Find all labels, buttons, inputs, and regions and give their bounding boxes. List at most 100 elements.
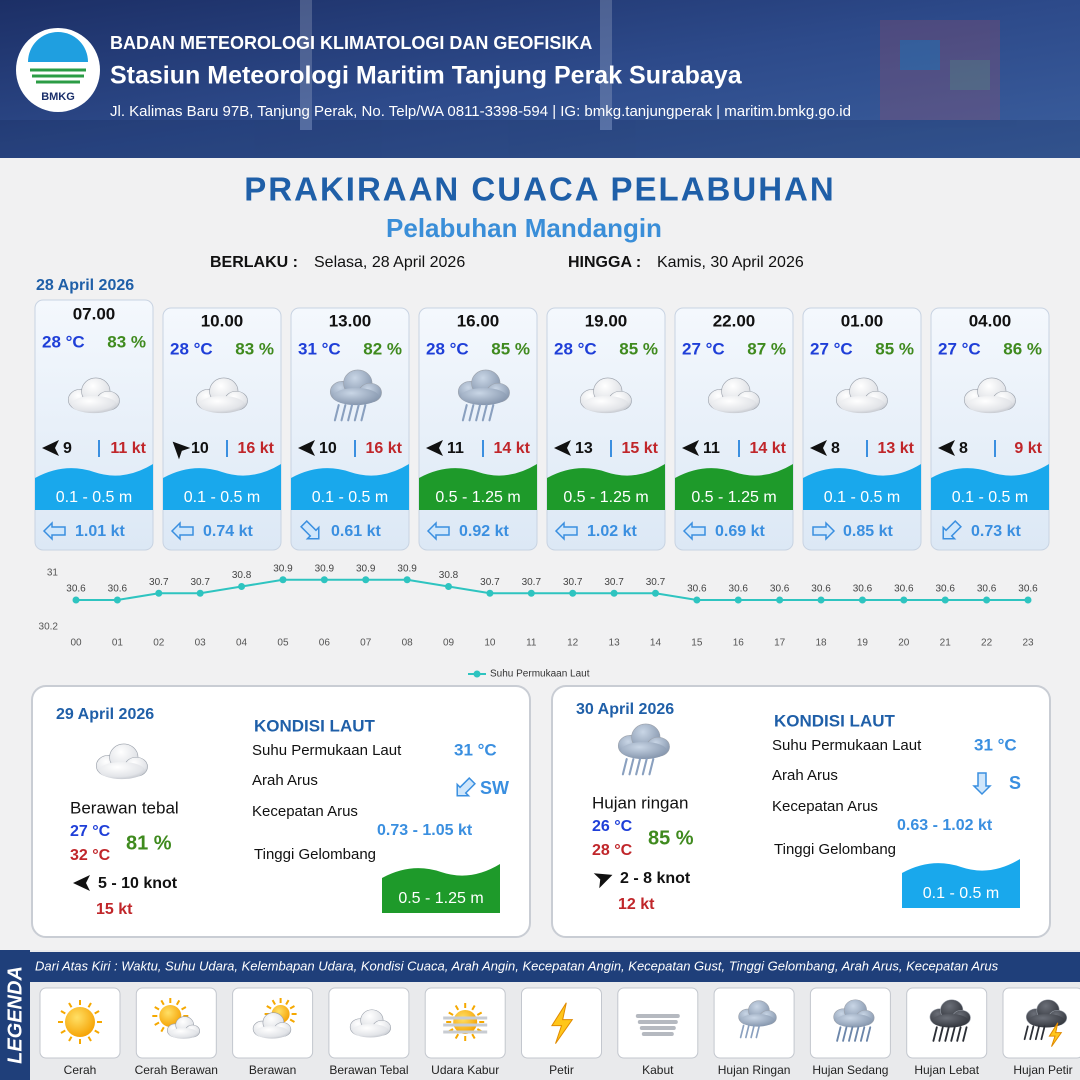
rain-drop	[865, 1026, 872, 1042]
sst-value-label: 30.6	[977, 584, 997, 595]
cloud-icon	[252, 1012, 292, 1039]
legend-item-label: Hujan Petir	[1013, 1063, 1072, 1077]
forecast-card: 01.00 27 °C 85 % 8 13 kt 0.1 - 0.5 m 0.85 kt	[802, 307, 922, 551]
sea-heading: KONDISI LAUT	[774, 711, 896, 730]
wind-speed: 8	[831, 440, 840, 457]
forecast-time: 07.00	[73, 304, 116, 323]
cloud-icon	[963, 377, 1016, 414]
current-speed-label: Kecepatan Arus	[772, 798, 878, 815]
sst-point	[858, 596, 866, 604]
x-tick-label: 17	[774, 638, 786, 649]
day-condition: Hujan ringan	[592, 793, 688, 812]
forecast-card: 19.00 28 °C 85 % 13 15 kt 0.5 - 1.25 m 1.02 kt	[546, 307, 666, 551]
cloud-part	[199, 396, 245, 414]
wave-height: 0.5 - 1.25 m	[435, 489, 520, 506]
sst-point	[403, 576, 411, 584]
legend-item-label: Hujan Lebat	[914, 1063, 979, 1077]
cloud-part	[932, 1014, 969, 1028]
valid-to-label: HINGGA :	[568, 254, 641, 271]
sst-point	[693, 596, 701, 604]
sst-point	[900, 596, 908, 604]
wave-shape	[163, 464, 281, 510]
forecast-temperature: 28 °C	[42, 332, 85, 351]
forecast-temperature: 28 °C	[426, 339, 469, 358]
sst-point	[527, 589, 535, 597]
sst-value-label: 30.6	[811, 584, 831, 595]
x-tick-label: 04	[236, 638, 248, 649]
x-tick-label: 00	[70, 638, 82, 649]
valid-from-label: BERLAKU :	[210, 254, 298, 271]
rain-drop	[745, 1024, 750, 1039]
sun-ray	[181, 1006, 187, 1011]
rain-drop	[641, 758, 648, 776]
rain-drop	[962, 1026, 968, 1042]
cloud-part	[352, 1024, 389, 1038]
wind-arrow	[938, 440, 955, 456]
rain-drop	[859, 1026, 866, 1042]
cloud-part	[839, 396, 885, 414]
sun-ray	[160, 999, 165, 1006]
rain-drop	[635, 758, 642, 776]
day-wind: 2 - 8 knot	[620, 870, 691, 887]
day-wave: 0.1 - 0.5 m	[923, 885, 999, 902]
legend-icon	[929, 999, 971, 1042]
sst-point	[362, 576, 370, 584]
forecast-card: 04.00 27 °C 86 % 8 9 kt 0.1 - 0.5 m 0.73 kt	[930, 307, 1050, 551]
x-tick-label: 12	[567, 638, 579, 649]
forecast-humidity: 83 %	[235, 339, 274, 358]
current-arrow	[942, 520, 962, 540]
legend-top-band	[0, 952, 1080, 982]
wind-arrow	[73, 875, 90, 891]
sst-value-label: 30.9	[315, 563, 335, 574]
sun-ray	[471, 1005, 476, 1011]
wave-label: Tinggi Gelombang	[774, 841, 896, 858]
forecast-card: 07.00 28 °C 83 % 9 11 kt 0.1 - 0.5 m 1.01 kt	[34, 299, 154, 551]
rain-drop	[848, 1026, 854, 1042]
cloud-part	[711, 396, 757, 414]
wind-speed: 8	[959, 440, 968, 457]
sea-heading: KONDISI LAUT	[254, 716, 376, 735]
x-tick-label: 22	[981, 638, 993, 649]
current-arrow	[170, 521, 194, 541]
agency-name: BADAN METEOROLOGI KLIMATOLOGI DAN GEOFIS…	[110, 33, 592, 53]
sst-point	[155, 589, 163, 597]
gust-speed: 16 kt	[238, 440, 275, 457]
wave-height: 0.5 - 1.25 m	[691, 489, 776, 506]
sun-ray	[476, 1011, 483, 1016]
cloud-icon	[617, 723, 670, 760]
forecast-humidity: 87 %	[747, 339, 786, 358]
sst-value-label: 30.6	[729, 584, 749, 595]
x-tick-label: 05	[277, 638, 289, 649]
rain-drop	[944, 1026, 950, 1042]
x-tick-label: 07	[360, 638, 372, 649]
wave-height: 0.1 - 0.5 m	[312, 489, 388, 506]
cloud-icon	[167, 1016, 201, 1039]
cloud-part	[583, 396, 629, 414]
wave-shape	[419, 464, 537, 510]
gust-speed: 15 kt	[622, 440, 659, 457]
wave-shape	[35, 464, 153, 510]
sst-value-label: 30.9	[397, 563, 417, 574]
day-temp-min: 26 °C	[592, 818, 633, 835]
legend-item-label: Cerah	[64, 1063, 97, 1077]
legend-item-label: Kabut	[642, 1063, 674, 1077]
cloud-icon	[738, 1000, 777, 1027]
forecast-humidity: 86 %	[1003, 339, 1042, 358]
x-tick-label: 10	[484, 638, 496, 649]
rain-drop	[333, 404, 340, 422]
cloud-part	[333, 388, 379, 406]
day-panel: 30 April 2026 Hujan ringan 26 °C 28 °C 85 % 2…	[551, 685, 1051, 938]
legend-item-label: Hujan Ringan	[718, 1063, 791, 1077]
sun-ray	[289, 1018, 295, 1023]
legend-title: LEGENDA	[4, 966, 26, 1064]
legend-icon	[152, 998, 201, 1039]
rain-drop	[468, 404, 475, 422]
header-background	[0, 0, 1080, 158]
x-tick-label: 18	[815, 638, 827, 649]
current-speed: 1.01 kt	[75, 523, 125, 540]
sst-value-label: 30.8	[232, 570, 252, 581]
current-arrow	[554, 521, 578, 541]
x-tick-label: 01	[112, 638, 124, 649]
forecast-time: 16.00	[457, 311, 500, 330]
sun-ray	[68, 1036, 73, 1042]
